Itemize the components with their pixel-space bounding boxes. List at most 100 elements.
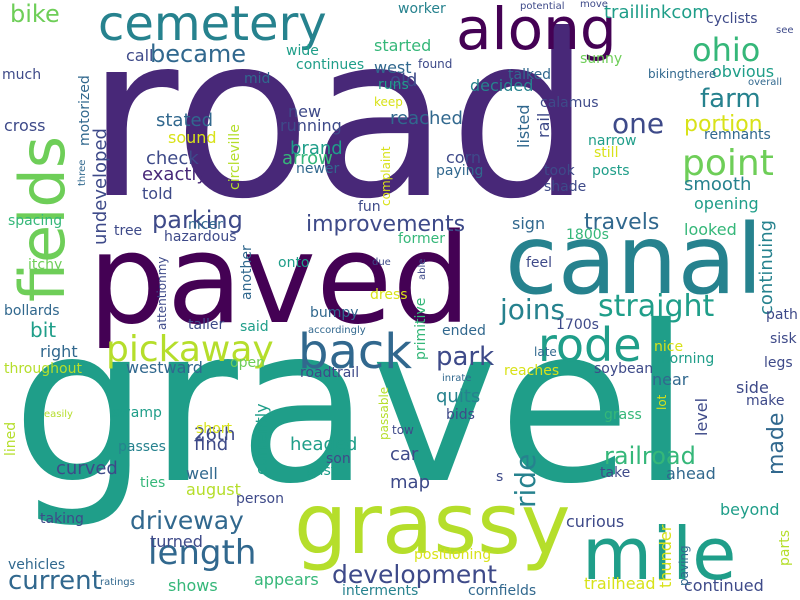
word-current: current [8, 566, 102, 596]
word-quits: quits [436, 386, 481, 407]
word-hazardous: hazardous [164, 229, 237, 245]
word-farm: farm [700, 84, 761, 114]
word-onto: onto [278, 255, 310, 271]
word-obvious: obvious [712, 62, 775, 81]
word-inrate: inrate [442, 373, 472, 384]
word-passable: passable [377, 386, 391, 440]
word-call: call [126, 46, 154, 65]
word-son: son [326, 451, 351, 467]
word-length: length [148, 533, 257, 573]
word-s: s [496, 469, 504, 485]
word-accordingly: accordingly [308, 325, 366, 336]
word-improvements: improvements [306, 212, 466, 237]
word-along: along [456, 0, 617, 63]
word-posts: posts [592, 163, 630, 179]
word-looked: looked [684, 220, 737, 239]
word-listed: listed [514, 104, 533, 149]
word-rode: rode [538, 318, 642, 372]
word-ride: ride [509, 453, 542, 508]
word-point: point [682, 143, 774, 184]
word-runs: runs [378, 77, 409, 93]
word-sunny: sunny [580, 51, 623, 67]
word-find: find [194, 434, 229, 455]
word-near: near [652, 370, 689, 389]
word-cemetery: cemetery [98, 0, 327, 52]
word-tree: tree [114, 223, 143, 239]
word-feel: feel [526, 255, 553, 271]
word-sign: sign [512, 214, 546, 233]
word-move: move [580, 0, 608, 10]
word-circleville: circleville [227, 124, 243, 190]
word-side: side [736, 378, 769, 397]
word-arrow: arrow [282, 148, 333, 169]
word-curious: curious [566, 512, 625, 531]
word-new: new [288, 102, 322, 121]
word-westward: westward [126, 358, 203, 377]
word-sisk: sisk [770, 331, 797, 347]
word-easily: easily [44, 409, 73, 420]
word-sound: sound [168, 128, 217, 147]
word-one: one [612, 107, 665, 140]
word-made: made [764, 412, 789, 475]
word-grass: grass [604, 407, 642, 423]
word-passes: passes [118, 439, 166, 455]
word-bids: bids [446, 407, 475, 423]
word-found: found [418, 57, 453, 71]
word-cross: cross [4, 116, 46, 135]
word-travels: travels [584, 210, 660, 235]
word-take: take [600, 465, 631, 481]
word-traillinkcom: traillinkcom [604, 2, 710, 23]
word-undeveloped: undeveloped [90, 128, 111, 245]
word-person: person [236, 491, 284, 507]
word-legs: legs [764, 355, 793, 371]
word-26th: 26th [194, 424, 236, 445]
word-remnants: remnants [704, 127, 771, 143]
word-road: road [86, 0, 592, 249]
word-back: back [298, 324, 413, 380]
word-three: three [77, 159, 88, 186]
word-motorized: motorized [77, 75, 93, 146]
word-due: due [372, 257, 391, 268]
word-told: told [142, 184, 173, 203]
word-took: took [544, 163, 575, 179]
word-headed: headed [290, 434, 358, 455]
word-continued: continued [684, 576, 764, 595]
word-reached: reached [390, 108, 463, 129]
word-old: old [390, 70, 418, 91]
word-short: short [196, 421, 232, 437]
word-attentionmy: attentionmy [155, 256, 169, 330]
word-roadtrail: roadtrail [300, 365, 360, 381]
word-morning: morning [656, 351, 715, 367]
word-another: another [239, 245, 255, 300]
word-west: west [374, 58, 412, 77]
word-itchy: itchy [28, 257, 63, 273]
word-park: park [436, 342, 495, 372]
word-currently: currently [252, 403, 271, 475]
word-exactly: exactly [142, 164, 208, 185]
word-level: level [692, 397, 711, 436]
word-able: able [417, 258, 428, 280]
word-cyclists: cyclists [706, 11, 758, 27]
word-turned: turned [150, 532, 203, 551]
word-ratings: ratings [100, 577, 135, 588]
word-talked: talked [508, 67, 552, 83]
word-brand: brand [290, 138, 343, 159]
word-taller: taller [188, 317, 225, 333]
word-stated: stated [156, 110, 214, 131]
word-former: former [398, 231, 446, 247]
word-throughout: throughout [4, 361, 82, 377]
word-nice: nice [654, 339, 684, 355]
word-lot: lot [655, 394, 669, 410]
word-bumpy: bumpy [310, 305, 359, 321]
word-much: much [2, 67, 42, 83]
word-1700s: 1700s [556, 317, 599, 333]
word-started: started [374, 36, 432, 55]
word-spacing: spacing [8, 213, 63, 229]
word-narrow: narrow [588, 133, 637, 149]
word-joins: joins [500, 293, 566, 326]
word-see: see [776, 25, 794, 36]
word-right: right [40, 342, 78, 361]
word-wide: wide [286, 43, 319, 59]
word-bikingthere: bikingthere [648, 67, 717, 81]
word-complaint: complaint [379, 146, 393, 206]
